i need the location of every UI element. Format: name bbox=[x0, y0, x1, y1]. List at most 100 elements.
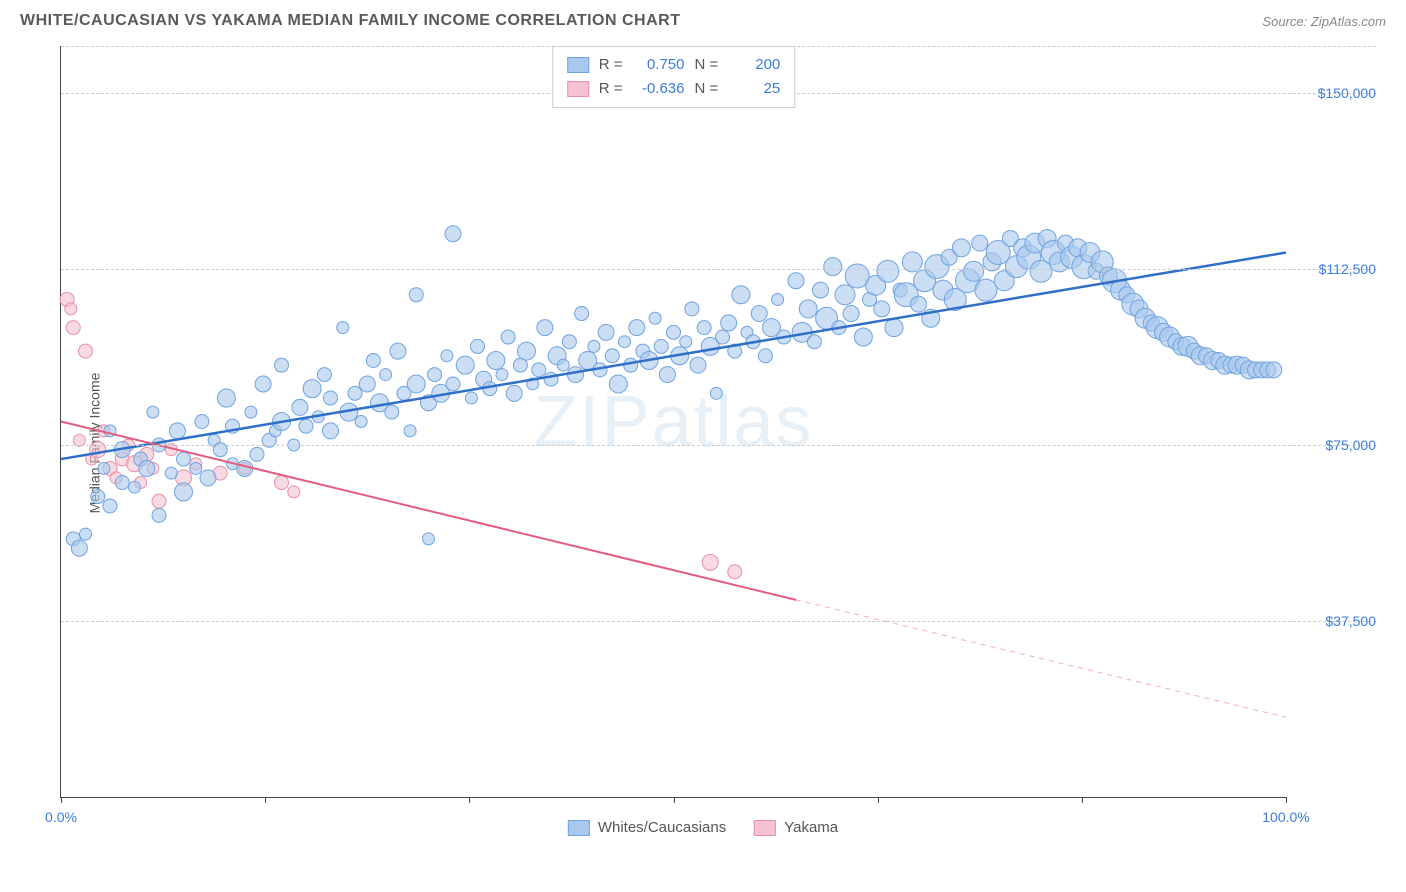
chart-header: WHITE/CAUCASIAN VS YAKAMA MEDIAN FAMILY … bbox=[0, 0, 1406, 38]
stats-legend-box: R = 0.750 N = 200 R = -0.636 N = 25 bbox=[552, 46, 796, 108]
x-tick bbox=[674, 797, 675, 803]
scatter-point-whites bbox=[843, 306, 859, 322]
scatter-point-whites bbox=[98, 462, 110, 474]
scatter-point-whites bbox=[292, 399, 308, 415]
scatter-point-whites bbox=[964, 261, 984, 281]
y-tick-label: $112,500 bbox=[1296, 261, 1376, 277]
scatter-point-whites bbox=[355, 416, 367, 428]
scatter-point-yakama bbox=[275, 476, 289, 490]
legend-label-whites: Whites/Caucasians bbox=[598, 819, 726, 836]
x-tick bbox=[1082, 797, 1083, 803]
scatter-point-whites bbox=[317, 368, 331, 382]
stats-row-yakama: R = -0.636 N = 25 bbox=[567, 77, 781, 101]
scatter-point-whites bbox=[690, 357, 706, 373]
legend-bottom: Whites/Caucasians Yakama bbox=[568, 819, 838, 836]
scatter-point-whites bbox=[323, 423, 339, 439]
plot-svg bbox=[61, 46, 1286, 797]
scatter-point-whites bbox=[501, 330, 515, 344]
scatter-point-whites bbox=[169, 423, 185, 439]
scatter-point-whites bbox=[952, 239, 970, 257]
scatter-point-whites bbox=[390, 343, 406, 359]
scatter-point-whites bbox=[348, 386, 362, 400]
scatter-point-whites bbox=[303, 380, 321, 398]
scatter-point-whites bbox=[874, 301, 890, 317]
chart-container: Median Family Income ZIPatlas R = 0.750 … bbox=[20, 38, 1386, 848]
scatter-point-whites bbox=[275, 358, 289, 372]
r-label: R = bbox=[599, 53, 623, 77]
x-tick bbox=[61, 797, 62, 803]
scatter-point-whites bbox=[446, 377, 460, 391]
source-label: Source: bbox=[1262, 14, 1307, 29]
scatter-point-whites bbox=[324, 391, 338, 405]
scatter-point-whites bbox=[506, 385, 522, 401]
scatter-point-whites bbox=[732, 286, 750, 304]
scatter-point-whites bbox=[177, 452, 191, 466]
scatter-point-whites bbox=[813, 282, 829, 298]
scatter-point-whites bbox=[299, 419, 313, 433]
x-tick bbox=[469, 797, 470, 803]
chart-title: WHITE/CAUCASIAN VS YAKAMA MEDIAN FAMILY … bbox=[20, 12, 680, 30]
gridline-h bbox=[61, 445, 1376, 446]
scatter-point-yakama bbox=[152, 494, 166, 508]
scatter-point-yakama bbox=[66, 321, 80, 335]
scatter-point-whites bbox=[471, 339, 485, 353]
scatter-point-whites bbox=[854, 328, 872, 346]
scatter-point-whites bbox=[575, 307, 589, 321]
plot-area: ZIPatlas R = 0.750 N = 200 R = -0.636 N … bbox=[60, 46, 1286, 798]
source-name: ZipAtlas.com bbox=[1311, 14, 1386, 29]
scatter-point-whites bbox=[165, 467, 177, 479]
x-tick bbox=[1286, 797, 1287, 803]
scatter-point-yakama bbox=[65, 303, 77, 315]
scatter-point-whites bbox=[568, 367, 584, 383]
n-value-whites: 200 bbox=[728, 53, 780, 77]
scatter-point-whites bbox=[250, 447, 264, 461]
x-tick bbox=[878, 797, 879, 803]
scatter-point-whites bbox=[518, 342, 536, 360]
scatter-point-whites bbox=[562, 335, 576, 349]
scatter-point-whites bbox=[80, 528, 92, 540]
scatter-point-whites bbox=[911, 296, 927, 312]
y-tick-label: $150,000 bbox=[1296, 85, 1376, 101]
scatter-point-whites bbox=[772, 293, 784, 305]
x-tick-label: 0.0% bbox=[45, 809, 77, 825]
scatter-point-whites bbox=[175, 483, 193, 501]
scatter-point-whites bbox=[659, 367, 675, 383]
scatter-point-whites bbox=[835, 285, 855, 305]
scatter-point-whites bbox=[697, 321, 711, 335]
scatter-point-whites bbox=[190, 462, 202, 474]
scatter-point-whites bbox=[409, 288, 423, 302]
scatter-point-whites bbox=[217, 389, 235, 407]
scatter-point-whites bbox=[195, 415, 209, 429]
scatter-point-whites bbox=[605, 349, 619, 363]
scatter-point-whites bbox=[788, 273, 804, 289]
x-tick-label: 100.0% bbox=[1262, 809, 1309, 825]
scatter-point-whites bbox=[557, 359, 569, 371]
scatter-point-whites bbox=[654, 339, 668, 353]
scatter-point-whites bbox=[445, 226, 461, 242]
legend-item-yakama: Yakama bbox=[754, 819, 838, 836]
n-label: N = bbox=[695, 77, 719, 101]
scatter-point-yakama bbox=[728, 565, 742, 579]
r-value-yakama: -0.636 bbox=[633, 77, 685, 101]
scatter-point-whites bbox=[667, 325, 681, 339]
scatter-point-whites bbox=[245, 406, 257, 418]
scatter-point-whites bbox=[877, 260, 899, 282]
scatter-point-whites bbox=[972, 235, 988, 251]
x-tick bbox=[265, 797, 266, 803]
scatter-point-whites bbox=[588, 340, 600, 352]
scatter-point-whites bbox=[532, 363, 546, 377]
scatter-point-whites bbox=[115, 476, 129, 490]
scatter-point-whites bbox=[619, 336, 631, 348]
y-tick-label: $75,000 bbox=[1296, 437, 1376, 453]
scatter-point-whites bbox=[685, 302, 699, 316]
scatter-point-yakama bbox=[288, 486, 300, 498]
scatter-point-whites bbox=[496, 369, 508, 381]
scatter-point-whites bbox=[710, 387, 722, 399]
r-value-whites: 0.750 bbox=[633, 53, 685, 77]
scatter-point-whites bbox=[103, 499, 117, 513]
scatter-point-whites bbox=[716, 330, 730, 344]
scatter-point-whites bbox=[609, 375, 627, 393]
scatter-point-whites bbox=[423, 533, 435, 545]
scatter-point-yakama bbox=[702, 554, 718, 570]
scatter-point-whites bbox=[456, 356, 474, 374]
